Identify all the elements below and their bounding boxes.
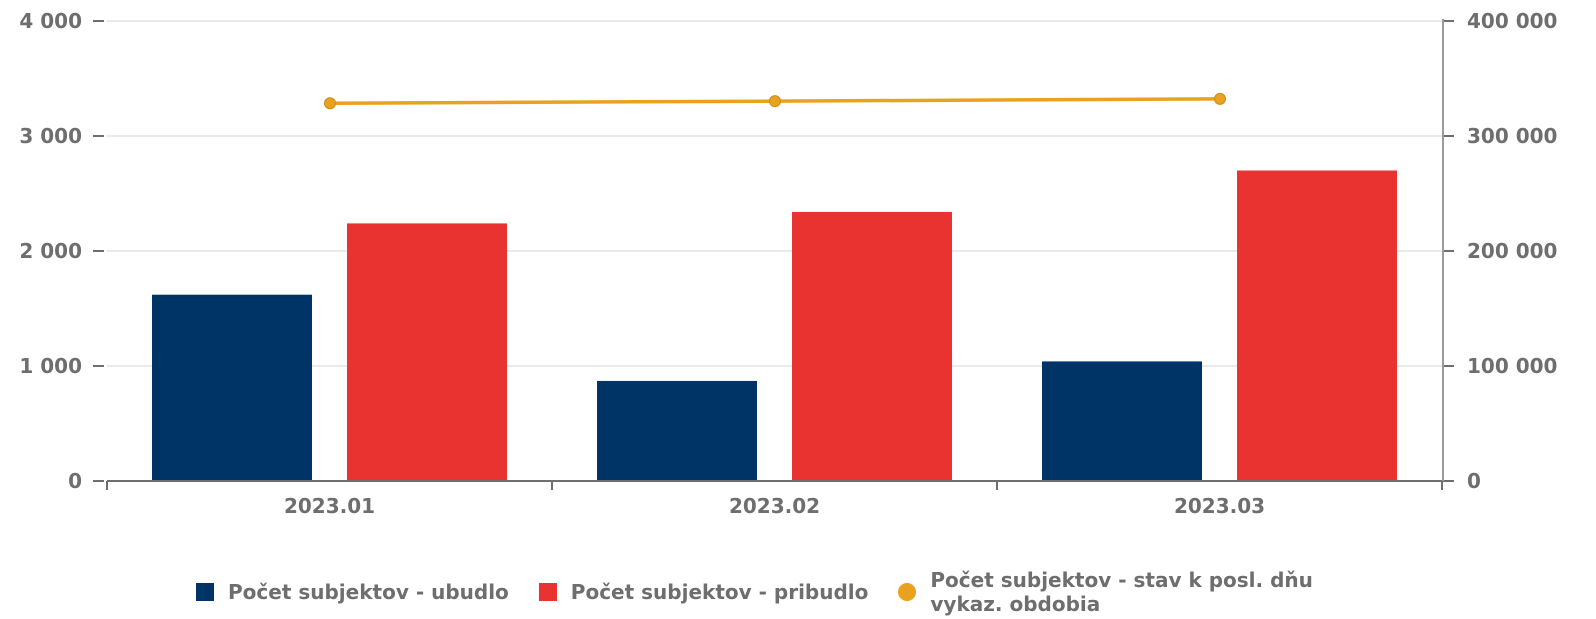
legend-dot-stav [898, 583, 917, 601]
bar [1042, 361, 1202, 481]
line-series [324, 92, 1226, 110]
y-left-tick-label: 0 [68, 469, 82, 493]
line-point [1214, 92, 1226, 105]
bar [597, 380, 757, 481]
y-left-tick-label: 1 000 [19, 354, 82, 378]
bar [152, 294, 312, 481]
legend-label-pribudlo: Počet subjektov - pribudlo [570, 580, 869, 604]
legend: Počet subjektov - ubudlo Počet subjektov… [196, 568, 1390, 616]
axes [93, 19, 1454, 490]
legend-item-ubudlo[interactable]: Počet subjektov - ubudlo [196, 580, 509, 604]
bars [152, 170, 1397, 481]
y-right-tick-label: 400 000 [1467, 9, 1557, 33]
y-right-tick-label: 100 000 [1467, 354, 1557, 378]
legend-label-stav: Počet subjektov - stav k posl. dňu vykaz… [930, 568, 1313, 616]
line-point [324, 97, 336, 110]
line-point [769, 95, 781, 108]
legend-item-pribudlo[interactable]: Počet subjektov - pribudlo [538, 580, 869, 604]
legend-swatch-pribudlo [538, 583, 557, 601]
gridlines [107, 20, 1442, 367]
y-left-tick-label: 4 000 [19, 9, 82, 33]
x-tick-label: 2023.03 [1174, 494, 1265, 518]
bar [1237, 170, 1397, 481]
y-right-tick-label: 200 000 [1467, 239, 1557, 263]
x-tick-label: 2023.02 [729, 494, 820, 518]
legend-label-ubudlo: Počet subjektov - ubudlo [228, 580, 509, 604]
legend-item-stav[interactable]: Počet subjektov - stav k posl. dňu vykaz… [898, 568, 1360, 616]
tick-labels: 0 0 1 000 100 000 2 000 200 000 3 000 300 000 4 … [19, 9, 1557, 518]
bar [792, 211, 952, 481]
bar [347, 223, 507, 481]
y-left-tick-label: 3 000 [19, 124, 82, 148]
x-tick-label: 2023.01 [284, 494, 375, 518]
y-right-tick-label: 300 000 [1467, 124, 1557, 148]
y-right-tick-label: 0 [1467, 469, 1481, 493]
legend-swatch-ubudlo [196, 583, 214, 601]
y-left-tick-label: 2 000 [19, 239, 82, 263]
